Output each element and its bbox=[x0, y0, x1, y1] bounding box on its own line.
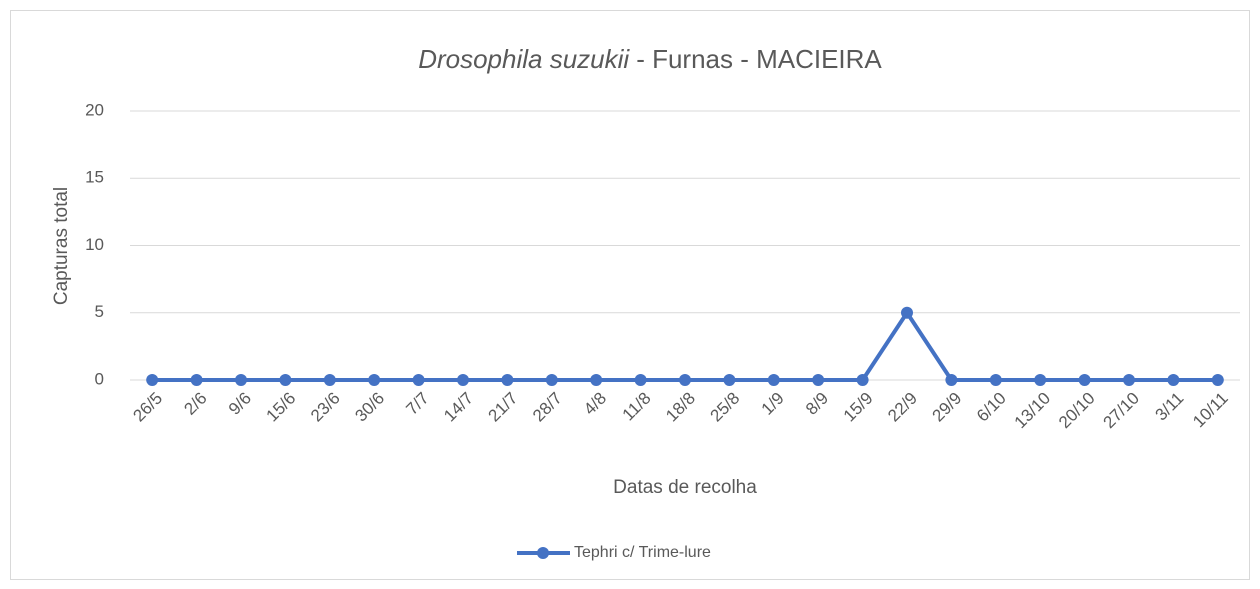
point bbox=[412, 374, 425, 386]
point bbox=[235, 374, 247, 386]
y-tick-label: 0 bbox=[95, 369, 104, 388]
point bbox=[1167, 374, 1180, 386]
legend-label: Tephri c/ Trime-lure bbox=[574, 544, 711, 561]
point bbox=[1123, 374, 1135, 386]
point bbox=[146, 374, 159, 386]
y-tick-label: 5 bbox=[95, 302, 104, 321]
y-tick-label: 10 bbox=[85, 235, 104, 254]
point bbox=[279, 374, 292, 386]
title-rest: - Furnas - MACIEIRA bbox=[636, 44, 882, 74]
point bbox=[634, 374, 647, 386]
chart-border bbox=[10, 10, 1250, 580]
point bbox=[1211, 374, 1224, 386]
point bbox=[945, 374, 958, 386]
point bbox=[1034, 374, 1047, 386]
y-axis-label: Capturas total bbox=[51, 187, 72, 305]
point bbox=[812, 374, 825, 386]
point bbox=[190, 374, 203, 386]
point bbox=[323, 374, 336, 386]
legend-marker bbox=[537, 547, 549, 559]
point bbox=[989, 374, 1002, 386]
point bbox=[545, 374, 558, 386]
y-tick-label: 15 bbox=[85, 168, 104, 187]
x-axis-label: Datas de recolha bbox=[613, 477, 757, 498]
point bbox=[679, 374, 691, 386]
title-italic: Drosophila suzukii bbox=[418, 44, 630, 74]
point bbox=[590, 374, 603, 386]
point bbox=[723, 374, 736, 386]
chart-title: Drosophila suzukii - Furnas - MACIEIRA bbox=[418, 44, 882, 74]
point bbox=[901, 306, 913, 319]
point bbox=[457, 374, 469, 386]
point bbox=[501, 374, 514, 386]
point bbox=[368, 374, 381, 386]
point bbox=[1078, 374, 1091, 386]
point bbox=[856, 374, 869, 386]
point bbox=[767, 374, 780, 386]
y-tick-label: 20 bbox=[85, 100, 104, 119]
